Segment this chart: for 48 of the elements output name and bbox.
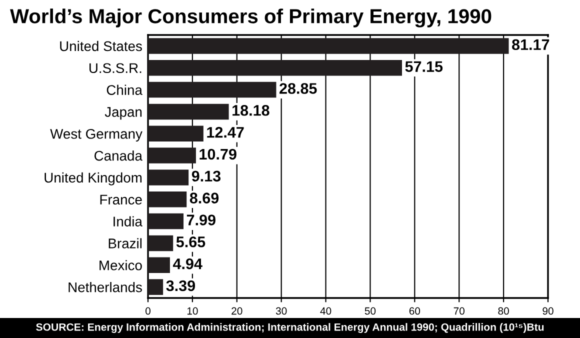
source-note: SOURCE: Energy Information Administration; International Energy Annual 1990; Quadrillion (10¹⁵)Btu — [36, 323, 544, 333]
data-label: 5.65 — [176, 236, 206, 248]
y-tick-label: United States — [60, 40, 142, 52]
data-label: 10.79 — [200, 148, 236, 160]
bar — [148, 126, 204, 142]
data-label: 4.94 — [172, 258, 202, 270]
bar — [148, 60, 402, 76]
data-label: 81.17 — [512, 39, 550, 50]
x-tick-label: 40 — [320, 307, 332, 315]
x-tick-label: 60 — [409, 307, 420, 315]
data-label: 8.69 — [190, 192, 219, 204]
bar — [148, 38, 509, 54]
y-tick-label: West Germany — [50, 128, 142, 142]
x-tick-label: 90 — [542, 307, 554, 315]
bar — [148, 213, 184, 230]
data-label: 12.47 — [207, 126, 244, 138]
y-tick-label: France — [100, 194, 142, 205]
bar — [148, 148, 196, 164]
bar — [148, 82, 276, 98]
y-tick-label: Netherlands — [68, 282, 142, 292]
y-tick-label: China — [106, 84, 142, 95]
y-tick-label: Mexico — [100, 260, 142, 270]
y-tick-label: Canada — [94, 150, 142, 161]
x-tick-label: 50 — [364, 307, 376, 315]
x-tick-label: 20 — [232, 307, 242, 315]
data-label: 3.39 — [166, 280, 196, 292]
y-tick-label: India — [114, 216, 142, 226]
bar — [148, 191, 187, 208]
bar — [148, 235, 174, 252]
bar — [148, 257, 170, 274]
y-tick-label: U.S.S.R. — [89, 63, 142, 74]
x-tick-label: 70 — [454, 307, 464, 315]
y-tick-label: Japan — [104, 107, 142, 120]
data-label: 9.13 — [192, 170, 221, 182]
data-label: 18.18 — [232, 104, 270, 116]
bar — [148, 279, 164, 295]
bar — [148, 170, 189, 186]
x-tick-label: 10 — [187, 307, 198, 315]
bar — [148, 104, 229, 120]
chart-title: World’s Major Consumers of Primary Energy, 1990 — [10, 8, 492, 28]
x-tick-label: 30 — [276, 307, 287, 315]
y-tick-label: Brazil — [108, 238, 142, 248]
x-tick-label: 80 — [498, 307, 509, 315]
y-tick-label: United Kingdom — [44, 172, 142, 186]
x-tick-label: 0 — [146, 307, 150, 315]
data-label: 57.15 — [405, 61, 443, 72]
data-label: 7.99 — [186, 214, 216, 226]
data-label: 28.85 — [280, 83, 317, 94]
